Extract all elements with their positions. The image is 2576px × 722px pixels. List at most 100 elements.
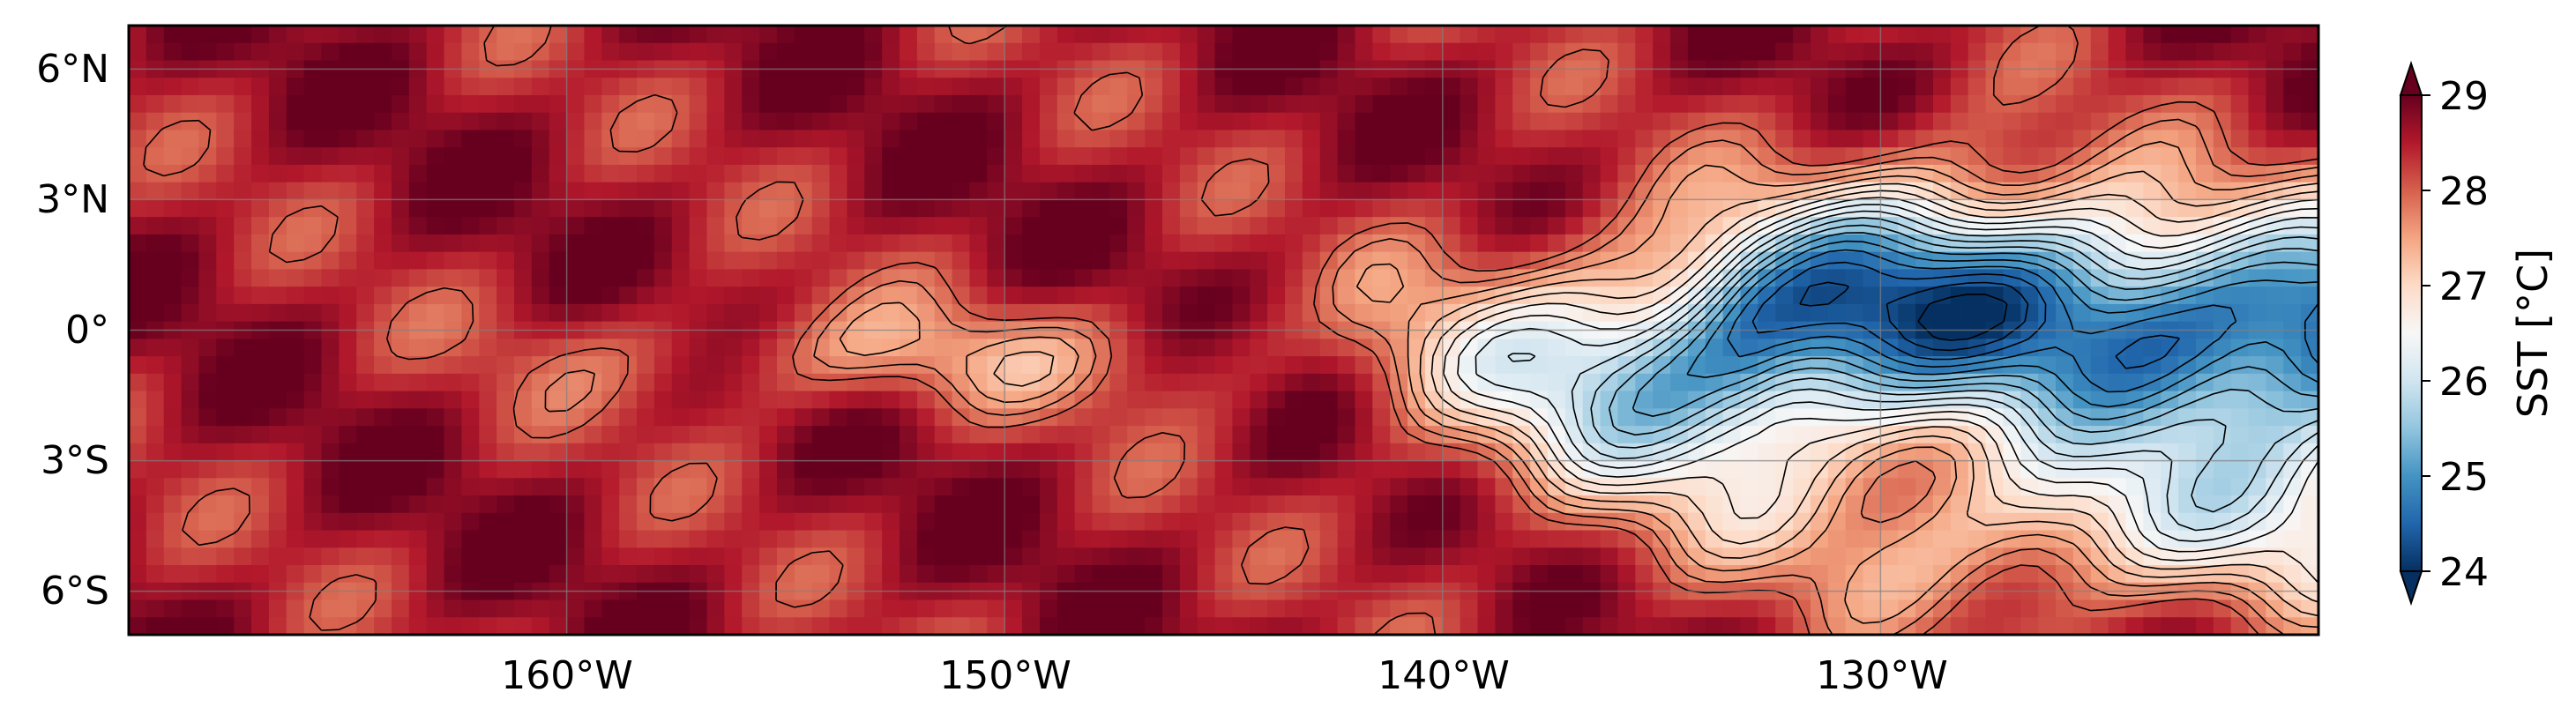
sst-cell [1512,426,1531,444]
sst-cell [1477,147,1496,166]
sst-cell [1022,182,1041,201]
sst-cell [1670,339,1689,357]
sst-cell [2056,512,2074,532]
sst-cell [286,94,305,114]
sst-cell [1074,512,1094,532]
sst-cell [1057,269,1076,287]
sst-cell [1285,199,1303,218]
sst-cell [1547,217,1566,235]
sst-cell [864,547,883,566]
sst-cell [497,460,515,479]
sst-cell [2056,26,2074,44]
sst-cell [619,460,638,479]
sst-cell [234,287,252,305]
sst-cell [1460,251,1479,270]
sst-cell [1127,269,1146,287]
sst-cell [163,495,183,514]
sst-cell [1319,443,1339,462]
sst-cell [251,443,270,462]
sst-cell [321,495,340,514]
sst-cell [1967,182,1987,201]
sst-cell [1810,199,1829,218]
sst-cell [829,234,848,253]
sst-cell [1653,130,1671,148]
sst-cell [2266,391,2284,409]
sst-cell [2143,617,2162,635]
sst-cell [1758,547,1776,566]
sst-cell [374,356,392,375]
sst-cell [1810,408,1829,427]
sst-cell [1635,339,1654,357]
sst-cell [408,530,428,548]
sst-cell [1564,26,1584,44]
sst-cell [268,339,287,357]
sst-cell [461,443,480,462]
sst-cell [1424,42,1444,62]
sst-cell [1915,42,1934,62]
sst-cell [1372,94,1391,114]
sst-cell [1967,303,1987,323]
sst-cell [1495,182,1513,201]
sst-cell [2072,130,2092,148]
sst-cell [671,547,691,566]
sst-cell [321,234,340,253]
sst-cell [1932,130,1952,148]
sst-cell [2301,339,2318,357]
sst-cell [497,269,515,287]
sst-cell [1039,42,1058,62]
sst-cell [146,460,165,479]
sst-cell [461,303,480,323]
x-tick-label: 150°W [939,653,1071,698]
sst-cell [1460,391,1479,409]
sst-cell [1530,530,1549,548]
sst-cell [146,599,165,618]
sst-cell [1547,287,1566,305]
sst-cell [1372,460,1391,479]
sst-cell [1302,112,1321,131]
sst-cell [653,251,673,270]
sst-cell [1670,303,1689,323]
sst-cell [1267,339,1286,357]
sst-cell [1564,478,1584,496]
sst-cell [1074,287,1094,305]
sst-cell [303,530,323,548]
sst-cell [794,443,813,462]
sst-cell [1390,164,1408,183]
sst-cell [1355,164,1373,183]
sst-cell [653,234,673,253]
sst-cell [1039,217,1058,235]
sst-cell [268,94,287,114]
sst-cell [724,339,743,357]
sst-cell [2125,42,2144,62]
sst-cell [339,26,357,44]
sst-cell [2213,426,2232,444]
sst-cell [934,26,953,44]
sst-cell [934,112,953,131]
sst-cell [2195,147,2214,166]
sst-cell [811,78,831,96]
sst-cell [1600,565,1619,584]
sst-cell [952,26,971,44]
sst-cell [1214,391,1234,409]
sst-cell [794,530,813,548]
sst-cell [759,130,778,148]
sst-cell [303,373,323,392]
sst-cell [1705,147,1724,166]
sst-cell [1670,426,1689,444]
sst-cell [251,426,270,444]
sst-cell [1355,217,1373,235]
sst-cell [1687,495,1706,514]
sst-cell [2108,530,2127,548]
sst-cell [1092,287,1110,305]
sst-cell [2072,443,2092,462]
sst-cell [2125,147,2144,166]
sst-cell [1705,42,1724,62]
sst-cell [724,495,743,514]
sst-cell [2020,530,2039,548]
sst-cell [1004,26,1023,44]
sst-cell [216,217,235,235]
sst-cell [2125,460,2144,479]
sst-cell [1232,269,1251,287]
sst-cell [2161,182,2179,201]
sst-cell [216,94,235,114]
